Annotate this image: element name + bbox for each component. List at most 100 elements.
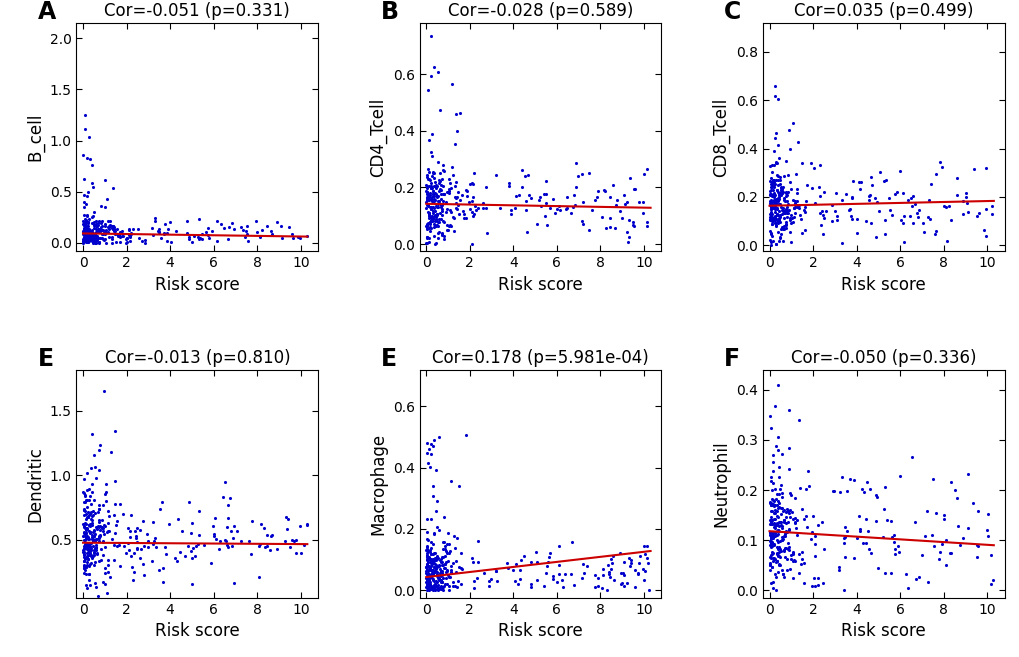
Point <box>91 514 107 525</box>
Point <box>160 224 176 235</box>
Point <box>516 171 532 181</box>
Point <box>430 195 446 206</box>
Point <box>601 192 618 202</box>
Point <box>437 557 453 568</box>
Point <box>83 507 99 518</box>
Point <box>763 216 780 227</box>
Point <box>788 195 804 206</box>
Point <box>899 195 915 206</box>
Point <box>898 568 914 579</box>
Point <box>432 208 448 218</box>
Point <box>85 182 101 193</box>
Point <box>763 213 780 223</box>
Point <box>862 548 878 558</box>
Point <box>771 546 788 556</box>
Point <box>76 496 93 507</box>
Point <box>763 515 780 526</box>
Point <box>761 200 777 210</box>
Point <box>539 556 555 567</box>
Point <box>89 221 105 231</box>
Point <box>762 179 779 190</box>
Point <box>421 570 437 580</box>
Point <box>420 580 436 591</box>
Point <box>770 497 787 508</box>
Point <box>78 232 95 242</box>
Point <box>829 562 846 572</box>
Point <box>419 85 435 95</box>
Point <box>422 181 438 191</box>
Point <box>78 524 95 535</box>
Point <box>218 522 234 532</box>
Point <box>762 516 779 527</box>
Point <box>432 200 448 211</box>
Point <box>431 560 447 571</box>
Point <box>86 560 102 570</box>
Point <box>768 139 785 150</box>
Point <box>793 227 809 238</box>
Point <box>429 572 445 582</box>
Point <box>779 195 795 206</box>
Point <box>478 203 494 214</box>
Point <box>607 200 624 210</box>
Point <box>589 186 605 196</box>
Point <box>419 541 435 551</box>
Point <box>75 190 92 200</box>
Point <box>765 507 782 518</box>
Point <box>883 532 900 542</box>
Point <box>249 227 265 237</box>
Point <box>84 487 100 497</box>
Point <box>968 553 984 563</box>
Point <box>777 156 794 166</box>
Point <box>845 553 861 563</box>
Point <box>419 552 435 562</box>
Point <box>206 512 222 523</box>
Point <box>787 517 803 528</box>
Point <box>770 189 787 200</box>
Point <box>87 227 103 238</box>
Point <box>765 188 782 198</box>
Point <box>418 194 434 205</box>
Point <box>767 127 784 138</box>
Point <box>94 522 110 532</box>
Point <box>875 229 892 240</box>
Point <box>419 554 435 564</box>
Point <box>777 554 794 564</box>
Point <box>570 170 586 181</box>
Point <box>440 225 457 235</box>
Point <box>776 551 793 562</box>
Point <box>794 503 810 514</box>
Point <box>774 206 791 217</box>
Point <box>419 580 435 591</box>
Point <box>78 233 95 244</box>
Point <box>442 561 459 572</box>
Point <box>115 231 131 242</box>
Point <box>283 535 300 545</box>
Point <box>252 232 268 242</box>
Point <box>762 493 779 504</box>
Point <box>419 578 435 588</box>
Point <box>426 187 442 198</box>
Point <box>761 498 777 509</box>
Point <box>444 581 461 591</box>
Point <box>442 565 459 576</box>
Point <box>766 207 783 217</box>
Point <box>429 233 445 243</box>
Point <box>765 495 782 506</box>
Point <box>86 548 102 558</box>
Point <box>775 195 792 206</box>
Point <box>144 555 160 566</box>
Point <box>100 517 116 528</box>
Point <box>78 495 95 505</box>
Point <box>769 567 786 578</box>
Point <box>422 577 438 587</box>
Point <box>426 562 442 572</box>
Point <box>79 236 96 246</box>
Point <box>774 506 791 516</box>
Point <box>431 186 447 196</box>
Point <box>85 510 101 520</box>
Point <box>135 516 151 526</box>
Point <box>768 542 785 553</box>
Point <box>418 562 434 572</box>
Point <box>81 225 97 236</box>
Point <box>91 225 107 235</box>
